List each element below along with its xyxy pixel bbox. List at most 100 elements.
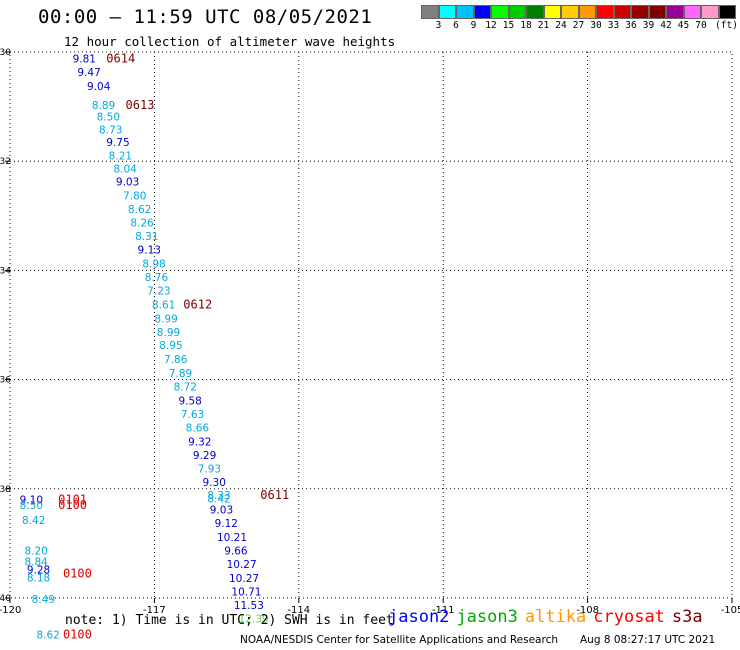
generation-timestamp: Aug 8 08:27:17 UTC 2021	[580, 634, 716, 646]
wave-height-label: 8.50	[97, 111, 120, 123]
color-scale-label: 24	[555, 20, 567, 31]
map-tick-labels: -120 -117 -114 -111 -108 -105 30 32 34 36 38 40	[0, 48, 740, 616]
color-swatch	[473, 5, 491, 19]
credit-line: NOAA/NESDIS Center for Satellite Applica…	[240, 634, 558, 646]
wave-height-label: 8.99	[157, 327, 180, 339]
wave-height-label: 9.04	[87, 81, 111, 93]
wave-height-label: 11.53	[234, 600, 264, 612]
color-swatch	[561, 5, 579, 19]
satellite-legend: jason2 jason3 altika cryosat s3a	[388, 607, 710, 627]
color-swatch	[456, 5, 474, 19]
wave-height-label: 7.89	[169, 368, 192, 380]
wave-height-label: 9.47	[77, 67, 100, 79]
wave-height-label: 10.21	[217, 532, 247, 544]
color-scale-legend: 3 6 9 12 15 18 21 24 27 30 33 36 39 42 45 70 (ft)	[421, 5, 738, 33]
pass-time-label: 0100	[63, 628, 92, 642]
wave-height-label: 8.49	[32, 594, 55, 606]
wave-height-label: 9.03	[210, 505, 233, 517]
wave-height-label: 8.04	[113, 163, 137, 175]
pass-time-label: 0612	[183, 297, 212, 311]
wave-height-label: 9.30	[203, 477, 226, 489]
pass-time-label: 0611	[260, 488, 289, 502]
wave-height-label: 9.75	[106, 137, 129, 149]
color-swatch	[508, 5, 526, 19]
wave-height-label: 7.93	[198, 464, 221, 476]
color-scale-label: 12	[485, 20, 497, 31]
pass-time-label: 0100	[58, 498, 87, 512]
wave-height-label: 8.31	[135, 231, 158, 243]
wave-height-label: 8.89	[92, 100, 115, 112]
pass-time-label: 0613	[126, 98, 155, 112]
color-scale-label: 36	[625, 20, 637, 31]
color-swatch	[683, 5, 701, 19]
map-grid	[5, 51, 733, 603]
x-tick-label: -117	[143, 605, 166, 616]
wave-height-label: 9.12	[215, 518, 238, 530]
footer-note: note: 1) Time is in UTC; 2) SWH is in fe…	[65, 613, 394, 628]
color-scale-swatches	[421, 5, 736, 19]
y-tick-label: 30	[0, 48, 11, 58]
y-tick-label: 36	[0, 376, 11, 386]
color-swatch	[578, 5, 596, 19]
color-scale-label: 30	[590, 20, 602, 31]
color-swatch	[438, 5, 456, 19]
color-scale-label: 6	[453, 20, 459, 31]
color-swatch	[543, 5, 561, 19]
color-swatch	[631, 5, 649, 19]
wave-height-label: 9.13	[138, 245, 161, 257]
y-tick-label: 32	[0, 157, 11, 167]
satellite-altika: altika	[524, 607, 587, 627]
page-title: 00:00 – 11:59 UTC 08/05/2021	[38, 6, 373, 28]
wave-height-label: 9.81	[73, 54, 96, 66]
color-scale-label: 21	[537, 20, 550, 31]
wave-height-label: 9.28	[27, 565, 50, 577]
wave-height-label: 8.42	[207, 494, 230, 506]
wave-height-label: 8.95	[159, 340, 182, 352]
color-scale-label: 33	[607, 20, 620, 31]
color-swatch	[596, 5, 614, 19]
color-scale-label: 70	[695, 20, 707, 31]
wave-height-label: 9.58	[178, 395, 201, 407]
x-tick-label: -120	[0, 605, 21, 616]
wave-height-label: 8.98	[142, 258, 165, 270]
satellite-cryosat: cryosat	[593, 607, 665, 627]
wave-height-label: 8.18	[27, 572, 50, 584]
color-scale-label: 3	[435, 20, 442, 31]
color-scale-label: 9	[470, 20, 477, 31]
y-tick-label: 34	[0, 266, 11, 276]
y-tick-label: 38	[0, 485, 11, 495]
wave-height-label: 9.03	[116, 176, 139, 188]
wave-height-label: 10.27	[227, 559, 257, 571]
color-scale-label: 27	[572, 20, 585, 31]
wave-height-label: 7.80	[123, 191, 146, 203]
wave-height-label: 9.66	[224, 545, 248, 557]
wave-height-label: 8.84	[24, 556, 48, 568]
color-swatch	[666, 5, 684, 19]
wave-height-label: 7.63	[181, 409, 204, 421]
wave-height-label: 9.10	[20, 495, 43, 507]
wave-height-label: 8.76	[145, 272, 169, 284]
pass-time-label: 0101	[58, 493, 87, 507]
satellite-s3a: s3a	[671, 607, 703, 627]
satellite-jason3: jason3	[456, 607, 518, 627]
wave-height-label: 8.42	[22, 515, 45, 527]
wave-height-label: 12.39	[239, 614, 269, 626]
satellite-jason2: jason2	[388, 607, 450, 627]
x-tick-label: -105	[721, 605, 740, 616]
wave-height-label: 8.26	[130, 217, 154, 229]
color-scale-label: 42	[660, 20, 672, 31]
color-scale-label: 39	[642, 20, 655, 31]
color-swatch	[648, 5, 666, 19]
wave-height-label: 8.62	[128, 204, 151, 216]
page-subtitle: 12 hour collection of altimeter wave hei…	[64, 34, 396, 49]
wave-height-label: 8.66	[186, 423, 210, 435]
pass-time-label: 0100	[63, 566, 92, 580]
wave-height-label: 9.29	[193, 450, 216, 462]
color-swatch	[491, 5, 509, 19]
y-tick-label: 40	[0, 594, 11, 604]
x-tick-label: -114	[287, 605, 310, 616]
wave-height-label: 10.71	[231, 586, 261, 598]
color-swatch	[421, 5, 439, 19]
color-swatch	[718, 5, 736, 19]
